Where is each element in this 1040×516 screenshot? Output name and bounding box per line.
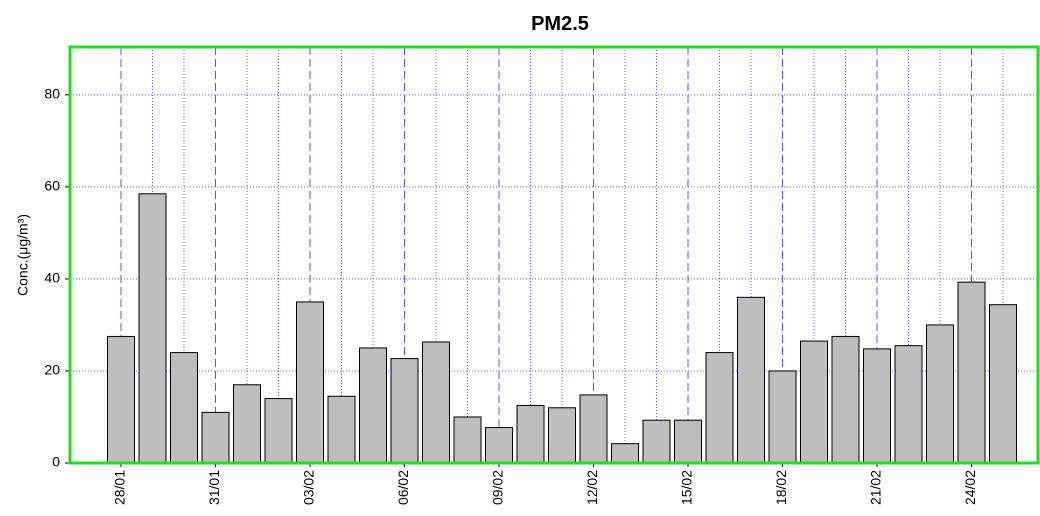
bar [390, 358, 419, 464]
x-tick-label: 03/02 [301, 470, 317, 505]
x-tick-label: 15/02 [679, 470, 695, 505]
bar [863, 348, 891, 464]
y-tick-label: 40 [44, 270, 60, 286]
bar [264, 398, 293, 464]
bar [800, 340, 828, 464]
bar [516, 404, 545, 464]
x-tick-label: 18/02 [773, 470, 789, 505]
bar [327, 395, 356, 464]
bar [170, 352, 198, 464]
x-tick-label: 31/01 [206, 470, 222, 505]
y-tick-label: 20 [44, 362, 60, 378]
bar [926, 324, 954, 464]
bar [359, 347, 387, 464]
bar [485, 427, 513, 464]
bar [894, 345, 923, 464]
y-axis-label: Conc.(μg/m³) [15, 214, 31, 296]
bar [642, 419, 671, 464]
x-tick-label: 21/02 [868, 470, 884, 505]
x-tick-label: 12/02 [584, 470, 600, 505]
y-tick-label: 80 [44, 86, 60, 102]
chart-title: PM2.5 [531, 13, 589, 35]
x-tick-label: 28/01 [112, 470, 128, 505]
bar [233, 384, 261, 464]
bar [548, 407, 576, 464]
bar [107, 335, 135, 464]
y-tick-label: 0 [52, 454, 60, 470]
bar [201, 411, 230, 464]
x-tick-label: 24/02 [962, 470, 978, 505]
bar [296, 301, 324, 464]
bar [705, 352, 734, 464]
bar [138, 193, 167, 464]
bar [674, 419, 702, 464]
bar [422, 341, 450, 464]
x-tick-label: 09/02 [490, 470, 506, 505]
bar [831, 335, 860, 464]
plot-border [68, 45, 1040, 465]
x-tick-label: 06/02 [395, 470, 411, 505]
bar [737, 296, 765, 464]
bar [579, 394, 608, 464]
bar [957, 281, 986, 464]
bar [453, 416, 482, 464]
bar [611, 443, 639, 464]
bar [768, 370, 797, 464]
y-tick-label: 60 [44, 178, 60, 194]
bar [989, 304, 1017, 464]
